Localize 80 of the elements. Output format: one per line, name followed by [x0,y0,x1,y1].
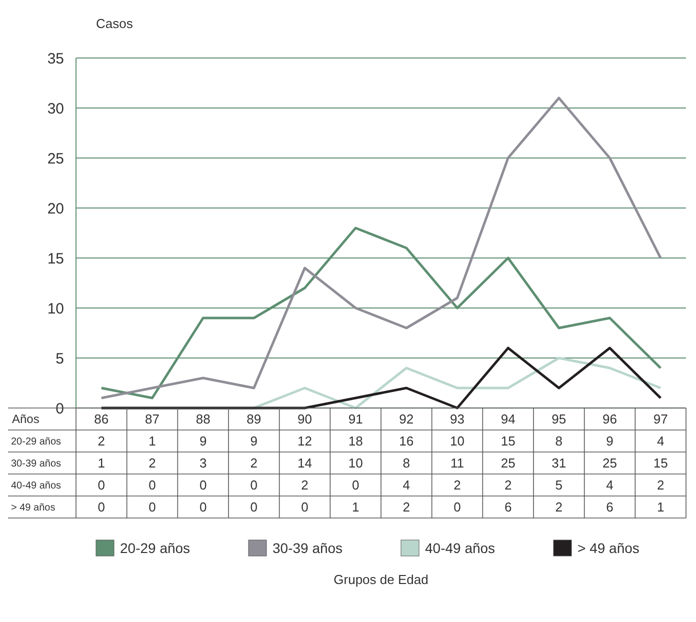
data-label: 10 [450,434,464,449]
x-tick-label: 92 [399,412,414,427]
data-label: 2 [402,500,410,515]
data-label: 2 [250,456,258,471]
text: 40-49 años [11,480,62,492]
data-label: 0 [148,500,156,515]
x-tick-label: 94 [500,412,516,427]
data-label: 0 [98,500,106,515]
data-label: 25 [500,456,516,471]
data-label: 2 [454,478,461,493]
data-label: 18 [348,434,363,449]
x-tick-label: 95 [552,412,566,427]
x-tick-label: 89 [246,412,262,427]
x-tick-label: 88 [196,412,210,427]
data-label: 12 [298,434,312,449]
data-label: 3 [199,456,207,471]
y-tick-label: 30 [47,100,64,118]
data-label: 0 [301,500,308,515]
data-label: 10 [348,456,363,471]
data-label: 4 [606,478,614,493]
data-label: 9 [606,434,614,449]
x-tick-label: 91 [348,412,363,427]
data-label: 11 [450,456,464,471]
data-label: 15 [500,434,516,449]
data-label: 1 [352,500,360,515]
y-tick-label: 25 [47,150,64,168]
data-label: 0 [250,500,258,515]
line-series [100,346,662,410]
data-label: 2 [98,434,106,449]
data-label: 4 [656,434,664,449]
text: 20-29 años [11,436,62,448]
legend-label: > 49 años [578,540,640,556]
legend-title: Grupos de Edad [334,572,428,587]
line-series [100,96,662,400]
data-label: 4 [402,478,410,493]
y-tick-label: 35 [47,50,64,68]
x-tick-label: 93 [450,412,464,427]
data-label: 1 [98,456,106,471]
data-label: 16 [399,434,414,449]
data-label: 14 [298,456,312,471]
data-label: 15 [653,456,668,471]
legend-label: 40-49 años [425,540,496,556]
data-label: 25 [602,456,617,471]
y-tick-label: 20 [47,200,64,218]
x-tick-label: 87 [145,412,160,427]
data-label: 1 [148,434,156,449]
data-label: 2 [148,456,156,471]
text: 30-39 años [11,458,62,470]
text: > 49 años [11,502,56,514]
x-tick-label: 96 [602,412,617,427]
x-tick-label: 97 [653,412,668,427]
x-tick-label: 86 [94,412,109,427]
data-label: 2 [555,500,563,515]
x-axis-title: Años [12,412,40,426]
data-label: 9 [199,434,207,449]
data-label: 8 [402,456,410,471]
x-tick-label: 90 [298,412,312,427]
data-label: 0 [454,500,461,515]
y-axis-title: Casos [96,16,134,31]
data-label: 2 [504,478,512,493]
data-label: 2 [301,478,308,493]
data-label: 0 [148,478,156,493]
data-label: 5 [555,478,563,493]
data-label: 31 [552,456,566,471]
data-label: 8 [555,434,563,449]
y-tick-label: 5 [56,350,64,368]
y-tick-label: 15 [47,250,64,268]
data-label: 0 [250,478,258,493]
data-label: 0 [352,478,360,493]
data-label: 0 [199,478,207,493]
legend-label: 20-29 años [120,540,190,556]
data-label: 0 [98,478,106,493]
data-label: 0 [199,500,207,515]
y-tick-label: 10 [47,300,64,318]
data-label: 9 [250,434,258,449]
data-label: 6 [606,500,614,515]
data-label: 2 [656,478,664,493]
data-label: 1 [656,500,664,515]
legend-label: 30-39 años [272,540,343,556]
data-label: 6 [504,500,512,515]
